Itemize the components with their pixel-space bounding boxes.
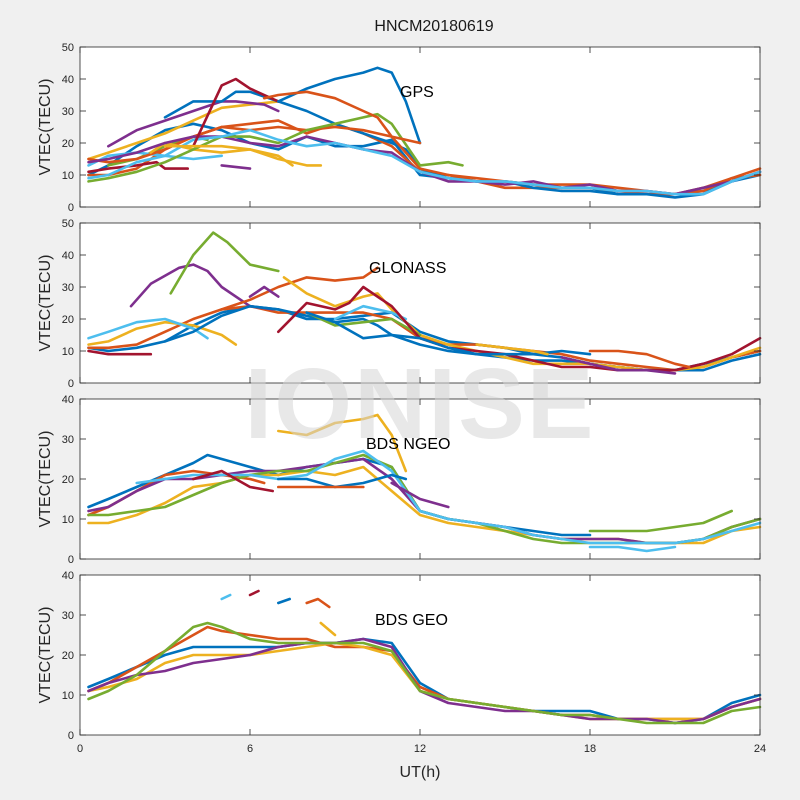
- y-tick-label: 10: [62, 690, 74, 702]
- y-tick-label: 30: [62, 610, 74, 622]
- series-line: [87, 160, 189, 174]
- series-line: [87, 621, 762, 725]
- panels: 0 10 20 30 40 50 VTEC(TECU) GPS 0 10 20 30 40 50 VTEC(…: [37, 42, 766, 755]
- x-tick-label: 6: [247, 743, 253, 755]
- panel-2: 0 10 20 30 40 50 VTEC(TECU) GLONASS: [37, 218, 762, 390]
- series-line: [107, 100, 280, 148]
- series-line: [169, 231, 280, 295]
- series-line: [475, 343, 549, 356]
- series-line: [262, 90, 422, 145]
- plot-area: [80, 575, 760, 735]
- panel-3: 0 10 20 30 40 VTEC(TECU) BDS NGEO: [37, 394, 762, 566]
- y-tick-label: 20: [62, 474, 74, 486]
- series-line: [149, 141, 323, 167]
- y-tick-label: 30: [62, 282, 74, 294]
- series-line: [277, 66, 422, 145]
- x-tick-label: 18: [584, 743, 596, 755]
- plot-area: [80, 223, 760, 383]
- y-tick-label: 20: [62, 314, 74, 326]
- series-line: [305, 597, 331, 609]
- series-line: [560, 356, 677, 375]
- panel-annotation: BDS NGEO: [366, 436, 450, 453]
- series-line: [390, 481, 450, 509]
- series-line: [319, 621, 337, 637]
- y-tick-label: 10: [62, 346, 74, 358]
- x-tick-label: 0: [77, 743, 83, 755]
- y-tick-label: 50: [62, 42, 74, 54]
- series-line: [277, 473, 408, 489]
- series-line: [305, 311, 422, 337]
- y-tick-label: 10: [62, 170, 74, 182]
- series-line: [163, 90, 762, 199]
- y-tick-label: 40: [62, 74, 74, 86]
- y-tick-label: 10: [62, 514, 74, 526]
- x-tick-label: 12: [414, 743, 426, 755]
- panel-annotation: GPS: [400, 84, 434, 101]
- series-line: [220, 164, 252, 170]
- panel-1: 0 10 20 30 40 50 VTEC(TECU) GPS: [37, 42, 762, 214]
- series-line: [220, 593, 232, 601]
- x-tick-label: 24: [754, 743, 766, 755]
- series-line: [588, 545, 677, 553]
- series-line: [163, 144, 294, 167]
- y-tick-label: 20: [62, 138, 74, 150]
- plot-area: [80, 47, 760, 207]
- series-line: [87, 128, 762, 196]
- series-line: [220, 266, 379, 311]
- series-line: [87, 349, 153, 356]
- series-line: [192, 77, 280, 148]
- y-tick-label: 40: [62, 250, 74, 262]
- series-line: [192, 469, 274, 493]
- watermark: IONISE: [245, 348, 596, 460]
- series-line: [588, 349, 691, 369]
- y-tick-label: 0: [68, 378, 74, 390]
- series-line: [135, 449, 762, 545]
- panel-annotation: GLONASS: [369, 260, 446, 277]
- y-tick-label: 30: [62, 106, 74, 118]
- y-tick-label: 0: [68, 554, 74, 566]
- y-tick-label: 50: [62, 218, 74, 230]
- y-axis-label: VTEC(TECU): [37, 607, 54, 704]
- series-line: [248, 285, 280, 298]
- y-tick-label: 0: [68, 202, 74, 214]
- series-line: [277, 413, 408, 473]
- series-line: [129, 263, 274, 311]
- y-tick-label: 40: [62, 570, 74, 582]
- series-line: [87, 100, 280, 161]
- series-line: [87, 320, 238, 346]
- series-line: [248, 589, 260, 597]
- y-axis-label: VTEC(TECU): [37, 431, 54, 528]
- y-tick-label: 0: [68, 730, 74, 742]
- y-tick-label: 40: [62, 394, 74, 406]
- y-axis-label: VTEC(TECU): [37, 79, 54, 176]
- x-axis-label: UT(h): [400, 764, 441, 781]
- y-tick-label: 20: [62, 650, 74, 662]
- y-axis-label: VTEC(TECU): [37, 255, 54, 352]
- figure-title: HNCM20180619: [374, 18, 493, 35]
- panel-annotation: BDS GEO: [375, 612, 448, 629]
- panel-4: 0 10 20 30 40 0 6 12 18 24 VTEC(TECU) BDS GEO: [37, 570, 766, 755]
- series-line: [87, 112, 464, 183]
- series-line: [277, 597, 291, 605]
- y-tick-label: 30: [62, 434, 74, 446]
- series-line: [588, 509, 733, 533]
